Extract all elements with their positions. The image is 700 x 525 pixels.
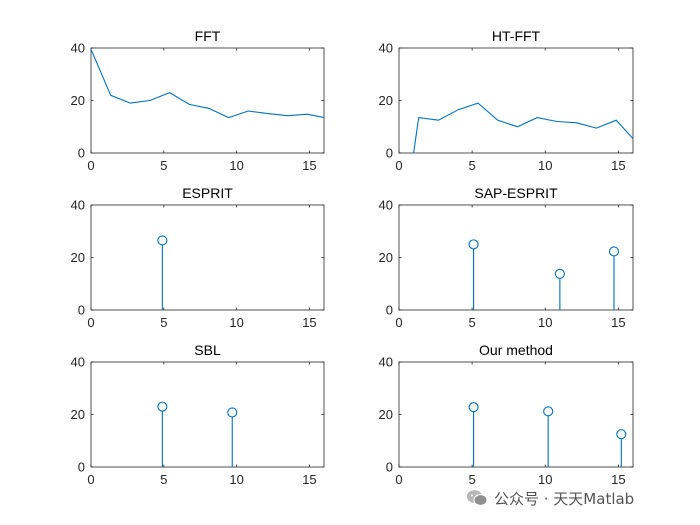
subplot-3: 0 5 10 15 0 20 40 SAP-ESPRIT bbox=[379, 185, 634, 330]
y-tick-label: 40 bbox=[71, 41, 85, 56]
y-tick-label: 20 bbox=[71, 93, 85, 108]
stem-marker bbox=[157, 401, 168, 412]
x-tick-label: 0 bbox=[395, 158, 402, 173]
x-tick-label: 5 bbox=[469, 315, 476, 330]
x-tick-label: 0 bbox=[87, 315, 94, 330]
y-tick-label: 20 bbox=[379, 407, 393, 422]
axes-box bbox=[90, 204, 325, 311]
x-tick-label: 5 bbox=[160, 158, 167, 173]
x-tick-label: 5 bbox=[160, 472, 167, 487]
x-tick-label: 15 bbox=[302, 472, 316, 487]
y-tick-label: 40 bbox=[71, 198, 85, 213]
subplot-4: 0 5 10 15 0 20 40 SBL bbox=[71, 342, 325, 487]
x-tick-label: 0 bbox=[395, 315, 402, 330]
axes-box bbox=[90, 47, 325, 154]
subplot-title: Our method bbox=[479, 342, 553, 358]
x-tick-label: 10 bbox=[538, 158, 552, 173]
y-tick-label: 20 bbox=[379, 93, 393, 108]
x-tick-label: 10 bbox=[229, 158, 243, 173]
x-tick-label: 15 bbox=[611, 158, 625, 173]
subplot-1: 0 5 10 15 0 20 40 HT-FFT bbox=[379, 28, 634, 173]
axes-box bbox=[398, 361, 634, 468]
y-tick-label: 40 bbox=[379, 41, 393, 56]
y-tick-label: 0 bbox=[386, 460, 393, 475]
stem-marker bbox=[227, 407, 238, 418]
subplot-0: 0 5 10 15 0 20 40 FFT bbox=[71, 28, 325, 173]
x-tick-label: 5 bbox=[469, 472, 476, 487]
x-tick-label: 5 bbox=[160, 315, 167, 330]
stem-marker bbox=[468, 402, 479, 413]
y-tick-label: 0 bbox=[78, 146, 85, 161]
watermark-text: 公众号 · 天天Matlab bbox=[494, 490, 635, 508]
subplot-title: ESPRIT bbox=[182, 185, 233, 201]
y-tick-label: 0 bbox=[386, 146, 393, 161]
stem-marker bbox=[468, 239, 479, 250]
subplot-2: 0 5 10 15 0 20 40 ESPRIT bbox=[71, 185, 325, 330]
stem-marker bbox=[157, 235, 168, 246]
x-tick-label: 10 bbox=[229, 472, 243, 487]
watermark: 公众号 · 天天Matlab bbox=[466, 487, 691, 511]
x-tick-label: 15 bbox=[302, 158, 316, 173]
stem-marker bbox=[543, 406, 554, 417]
stem-marker bbox=[608, 246, 620, 257]
stem-marker bbox=[616, 429, 627, 440]
y-tick-label: 40 bbox=[379, 198, 393, 213]
x-tick-label: 10 bbox=[538, 315, 552, 330]
subplot-5: 0 5 10 15 0 20 40 Our method bbox=[379, 342, 634, 487]
y-tick-label: 0 bbox=[78, 460, 85, 475]
y-tick-label: 20 bbox=[71, 250, 85, 265]
x-tick-label: 15 bbox=[302, 315, 316, 330]
subplot-title: SAP-ESPRIT bbox=[474, 185, 558, 201]
axes-box bbox=[398, 204, 634, 311]
x-tick-label: 15 bbox=[611, 315, 625, 330]
x-tick-label: 15 bbox=[611, 472, 625, 487]
stem-marker bbox=[554, 268, 565, 279]
y-tick-label: 0 bbox=[386, 303, 393, 318]
x-tick-label: 5 bbox=[469, 158, 476, 173]
y-tick-label: 20 bbox=[379, 250, 393, 265]
subplot-title: SBL bbox=[194, 342, 221, 358]
axes-box bbox=[398, 47, 634, 154]
x-tick-label: 10 bbox=[229, 315, 243, 330]
series-line bbox=[90, 49, 325, 119]
y-tick-label: 40 bbox=[379, 355, 393, 370]
subplot-title: HT-FFT bbox=[492, 28, 541, 44]
x-tick-label: 0 bbox=[87, 158, 94, 173]
y-tick-label: 20 bbox=[71, 407, 85, 422]
subplot-title: FFT bbox=[195, 28, 221, 44]
x-tick-label: 10 bbox=[538, 472, 552, 487]
axes-box bbox=[90, 361, 325, 468]
wechat-logo-icon bbox=[466, 489, 488, 507]
series-line bbox=[413, 102, 634, 154]
y-tick-label: 0 bbox=[78, 303, 85, 318]
y-tick-label: 40 bbox=[71, 355, 85, 370]
x-tick-label: 0 bbox=[395, 472, 402, 487]
x-tick-label: 0 bbox=[87, 472, 94, 487]
